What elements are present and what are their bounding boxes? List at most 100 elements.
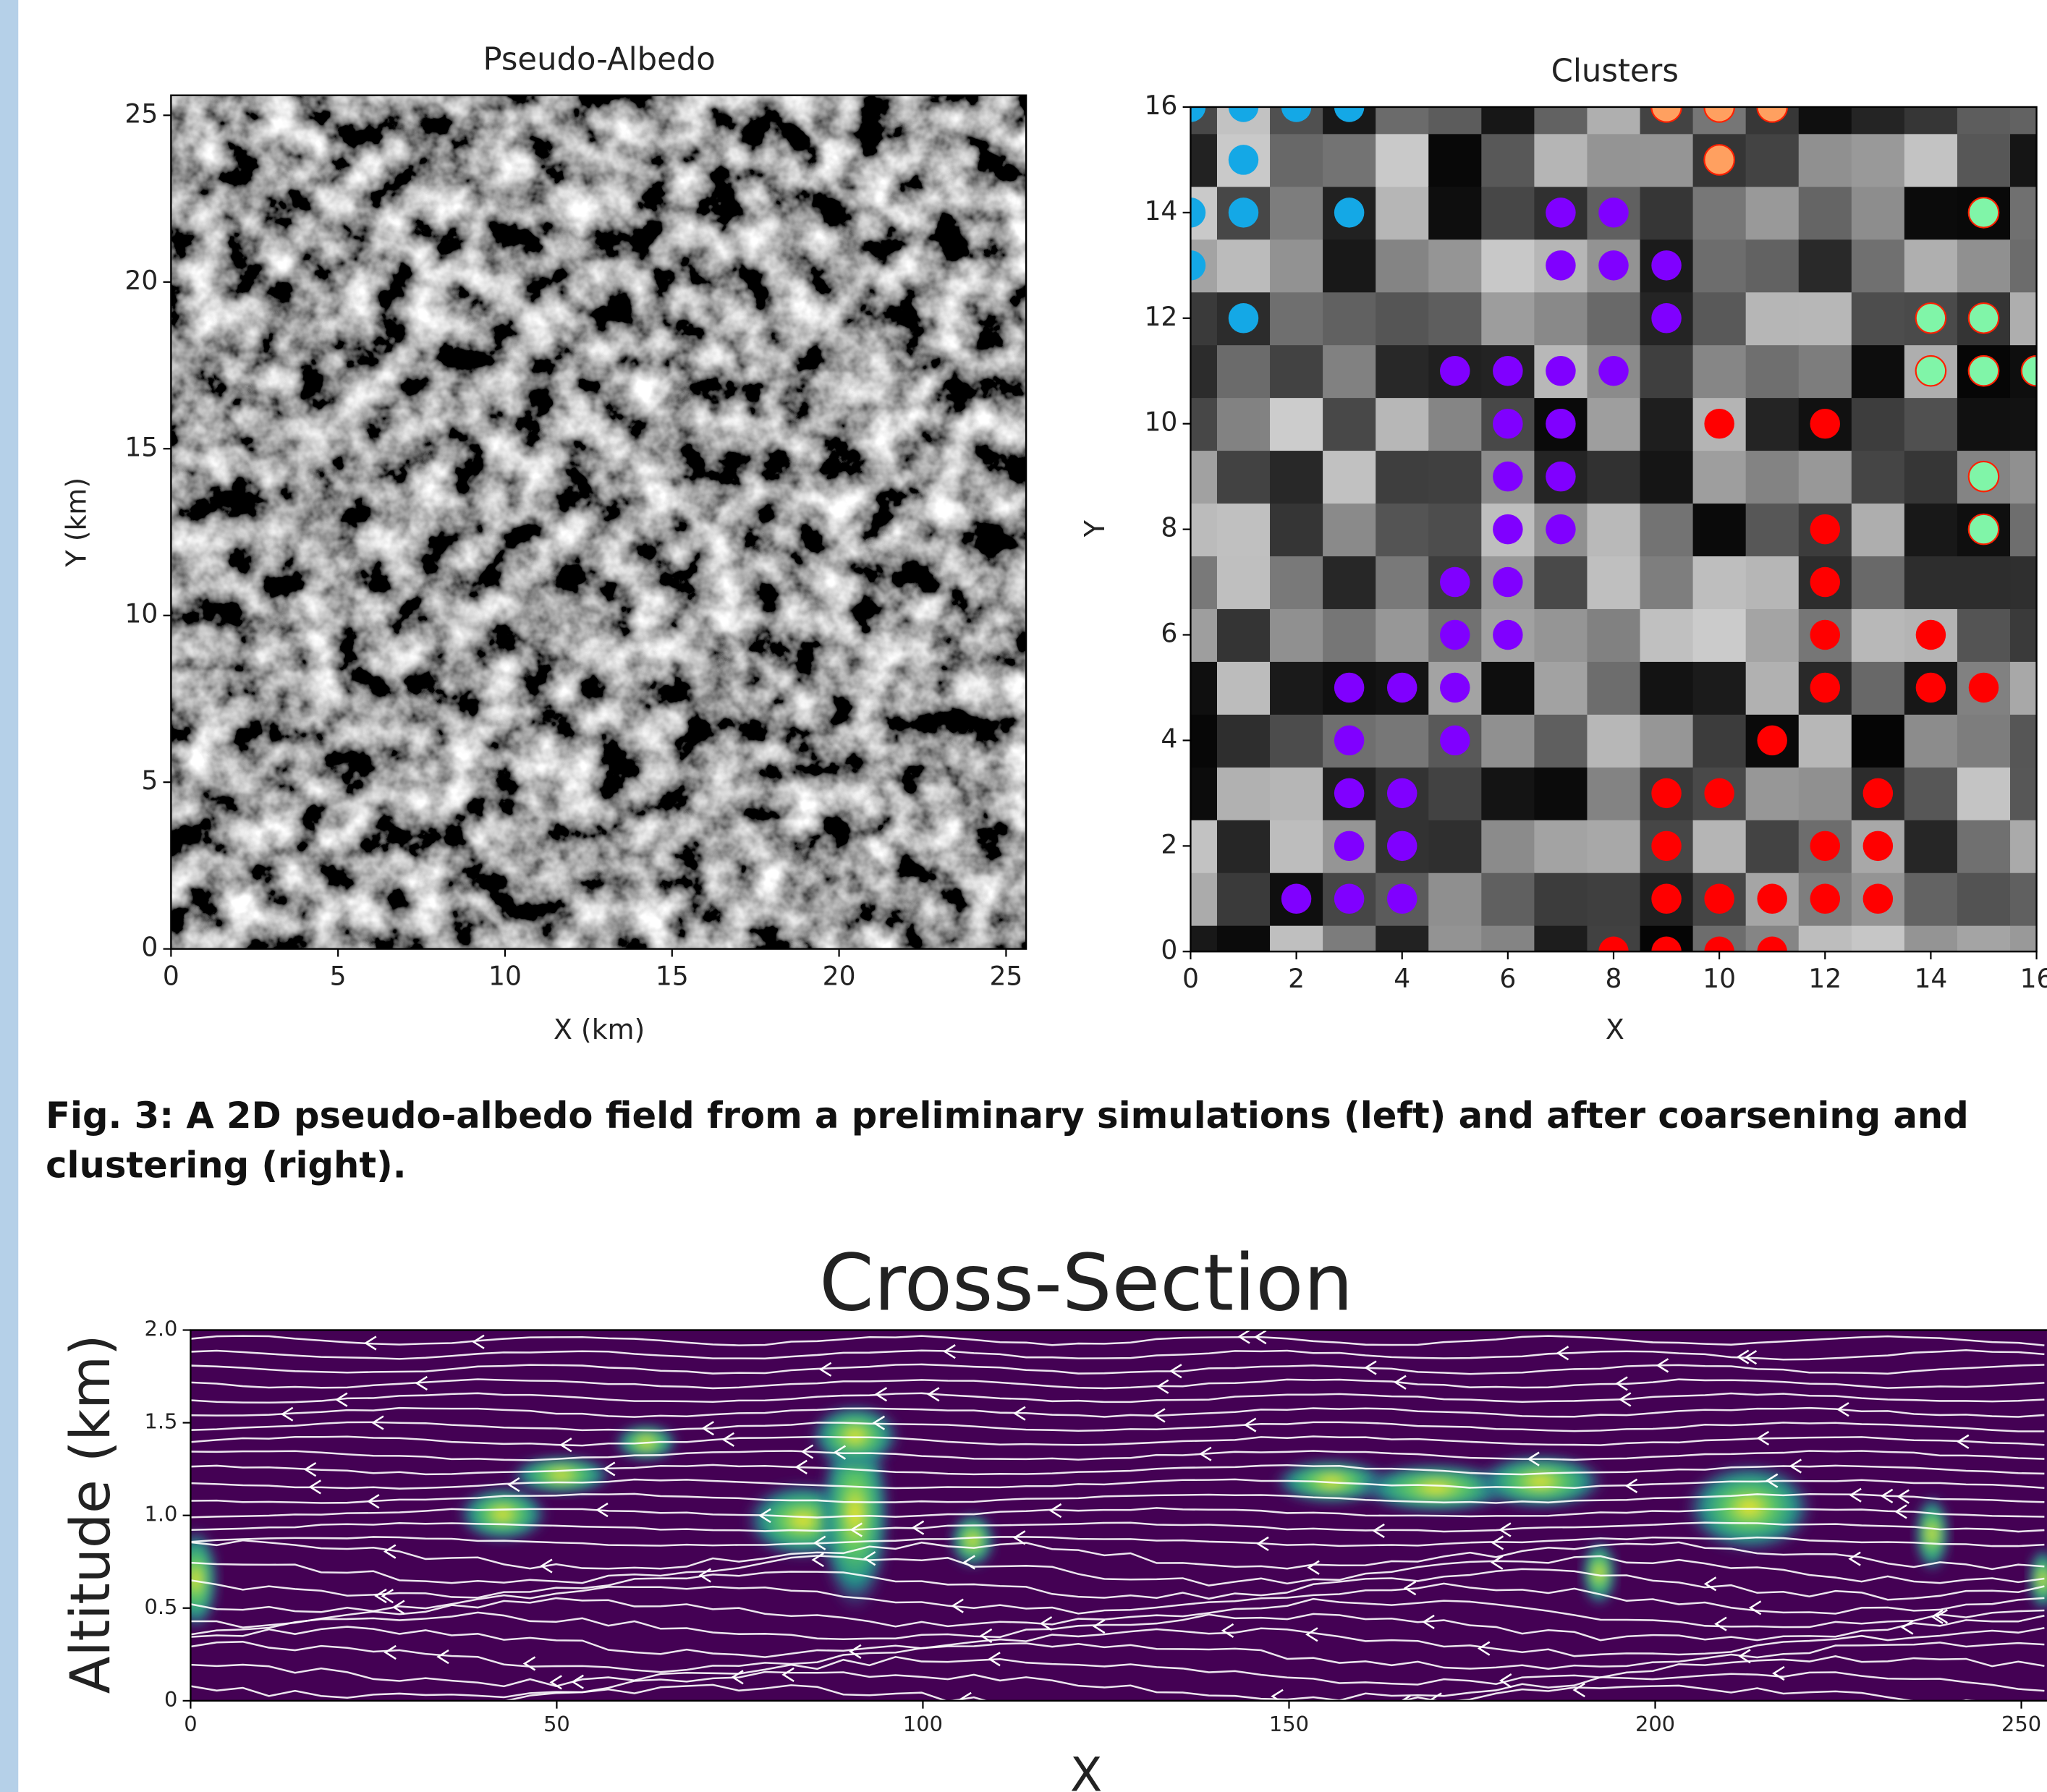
grey-cell <box>1852 292 1905 345</box>
page-edge <box>0 0 18 1792</box>
grey-cell <box>1270 608 1323 662</box>
grey-cell <box>1746 186 1800 239</box>
grey-cell <box>1904 767 1958 820</box>
grey-cell <box>1957 133 2011 187</box>
x-axis-label: X <box>1070 1748 1103 1792</box>
cluster-point <box>1916 356 1946 386</box>
cluster-point <box>1651 778 1681 808</box>
grey-cell <box>1904 239 1958 292</box>
cluster-point <box>1229 145 1258 174</box>
cluster-point <box>1810 673 1840 702</box>
grey-cell <box>1481 767 1535 820</box>
grey-cell <box>2010 503 2047 556</box>
grey-cell <box>1270 714 1323 768</box>
cluster-point <box>1598 356 1628 386</box>
grey-cell <box>1746 556 1800 609</box>
grey-cell <box>1428 767 1482 820</box>
grey-cell <box>1217 239 1271 292</box>
cluster-point <box>1810 409 1840 438</box>
grey-cell <box>1693 344 1747 398</box>
grey-cell <box>2010 661 2047 715</box>
grey-cell <box>1746 661 1800 715</box>
cluster-point <box>1493 356 1522 386</box>
grey-cell <box>1481 186 1535 239</box>
cluster-point <box>1493 462 1522 491</box>
grey-cell <box>1746 503 1800 556</box>
cluster-point <box>1546 514 1575 544</box>
grey-cell <box>2010 133 2047 187</box>
grey-cell <box>2010 714 2047 768</box>
x-tick-label: 20 <box>823 961 856 991</box>
y-tick-label: 15 <box>124 432 158 462</box>
x-axis-label: X <box>1606 1014 1624 1045</box>
grey-cell <box>1376 556 1429 609</box>
grey-cell <box>1323 292 1376 345</box>
cluster-point <box>1810 884 1840 914</box>
grey-cell <box>1270 397 1323 451</box>
cluster-point <box>1546 198 1575 227</box>
grey-cell <box>1746 133 1800 187</box>
albedo-field <box>171 95 1026 949</box>
grey-cell <box>1428 292 1482 345</box>
cluster-point <box>1387 884 1417 914</box>
plot-area <box>1164 80 2047 978</box>
grey-cell <box>1904 714 1958 768</box>
grey-cell <box>1376 503 1429 556</box>
cluster-point <box>1281 884 1311 914</box>
cluster-point <box>1229 198 1258 227</box>
grey-cell <box>1904 503 1958 556</box>
y-tick-label: 2.0 <box>144 1316 177 1341</box>
cluster-point <box>1651 250 1681 280</box>
grey-cell <box>1428 820 1482 873</box>
x-axis-label: X (km) <box>554 1014 645 1045</box>
y-axis-label: Y (km) <box>61 477 93 568</box>
grey-cell <box>1746 292 1800 345</box>
grey-cell <box>1693 292 1747 345</box>
grey-cell <box>1270 292 1323 345</box>
cluster-point <box>1810 620 1840 650</box>
grey-cell <box>1587 714 1640 768</box>
grey-cell <box>1587 397 1640 451</box>
cluster-point <box>1334 831 1364 861</box>
figure-caption: Fig. 3: A 2D pseudo-albedo field from a … <box>46 1091 2047 1190</box>
grey-cell <box>1746 608 1800 662</box>
grey-cell <box>1270 133 1323 187</box>
x-tick-label: 6 <box>1499 964 1516 994</box>
y-tick-label: 1.5 <box>144 1409 177 1434</box>
y-tick-label: 4 <box>1161 723 1177 754</box>
grey-cell <box>1957 608 2011 662</box>
y-tick-label: 0.5 <box>144 1594 177 1619</box>
cluster-point <box>1387 831 1417 861</box>
chart: 05101520250510152025Pseudo-AlbedoX (km)Y… <box>0 0 2047 1792</box>
grey-cell <box>1481 239 1535 292</box>
cluster-point <box>1493 620 1522 650</box>
grey-cell <box>1323 503 1376 556</box>
cluster-point <box>2022 356 2047 386</box>
grey-cell <box>1428 397 1482 451</box>
grey-cell <box>1852 344 1905 398</box>
grey-cell <box>1957 820 2011 873</box>
cloud-blob <box>457 1485 548 1542</box>
grey-cell <box>1799 292 1852 345</box>
cluster-point <box>1969 303 1999 333</box>
cluster-point <box>1704 145 1734 174</box>
grey-cell <box>1217 661 1271 715</box>
grey-cell <box>1270 503 1323 556</box>
cluster-point <box>1440 356 1470 386</box>
grey-cell <box>1217 820 1271 873</box>
x-tick-label: 10 <box>1703 964 1736 994</box>
cluster-point <box>1810 567 1840 597</box>
cloud-blob <box>1914 1495 1951 1573</box>
grey-cell <box>1904 186 1958 239</box>
grey-cell <box>1957 556 2011 609</box>
grey-cell <box>1746 239 1800 292</box>
grey-cell <box>1587 292 1640 345</box>
y-tick-label: 14 <box>1144 196 1177 226</box>
grey-cell <box>1534 608 1588 662</box>
grey-cell <box>1270 556 1323 609</box>
grey-cell <box>1534 661 1588 715</box>
grey-cell <box>1534 820 1588 873</box>
x-tick-label: 2 <box>1288 964 1305 994</box>
x-tick-label: 0 <box>184 1712 197 1736</box>
cluster-point <box>1440 726 1470 755</box>
